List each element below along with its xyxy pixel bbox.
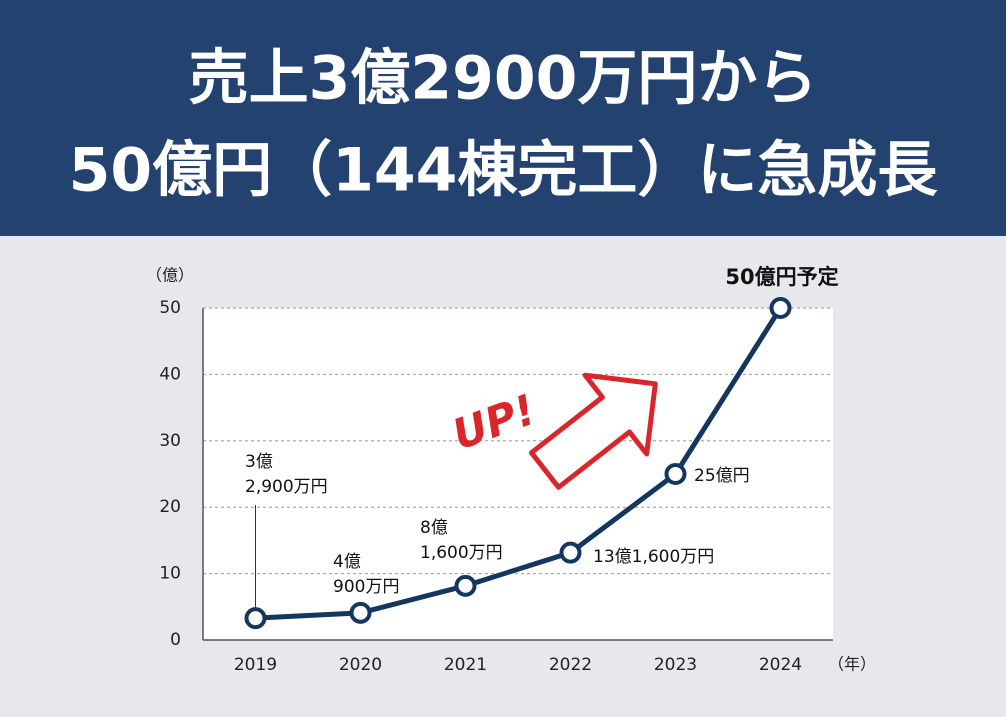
value-label: 1,600万円	[420, 543, 503, 563]
value-label: 2,900万円	[245, 477, 328, 497]
arrow-shape	[528, 372, 658, 490]
value-label: 900万円	[333, 577, 399, 597]
marker	[559, 541, 582, 564]
up-arrow	[528, 372, 658, 490]
y-tick-label: 0	[170, 630, 181, 650]
value-label: 4億	[333, 552, 361, 572]
y-tick-label: 40	[159, 364, 181, 384]
x-tick-label: 2024	[759, 655, 802, 675]
x-tick-label: 2021	[444, 655, 487, 675]
plot-area	[203, 308, 833, 640]
y-tick-label: 50	[159, 298, 181, 318]
value-label: 8億	[420, 518, 448, 538]
y-tick-label: 20	[159, 497, 181, 517]
y-tick-label: 30	[159, 431, 181, 451]
x-tick-label: 2023	[654, 655, 697, 675]
line	[255, 306, 783, 621]
y-tick-label: 10	[159, 564, 181, 584]
marker	[664, 463, 687, 485]
marker	[769, 297, 792, 319]
marker	[244, 607, 267, 630]
x-tick-label: 2019	[234, 655, 277, 675]
marker	[454, 574, 477, 597]
value-label: 3億	[245, 452, 273, 472]
x-tick-label: 2020	[339, 655, 382, 675]
marker	[349, 601, 372, 624]
value-label: 25億円	[694, 466, 750, 486]
title-line: 50億円（144棟完工）に急成長	[69, 136, 939, 206]
title-banner	[0, 0, 1006, 236]
value-label: 50億円予定	[725, 265, 838, 289]
y-unit: （億）	[146, 266, 194, 285]
x-tick-label: 2022	[549, 655, 592, 675]
x-unit: （年）	[828, 655, 876, 674]
title-line: 売上3億2900万円から	[189, 44, 818, 114]
value-label: 13億1,600万円	[593, 547, 714, 567]
